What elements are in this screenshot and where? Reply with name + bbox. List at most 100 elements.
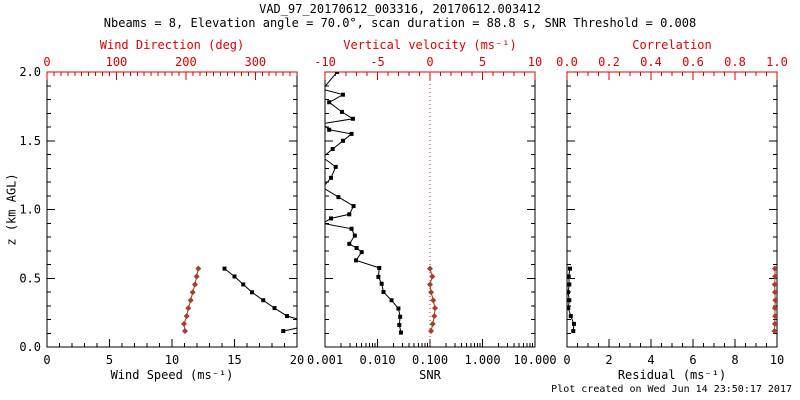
correlation-series <box>771 265 777 335</box>
snr-marker <box>381 290 386 294</box>
vertical-velocity-marker <box>428 289 435 296</box>
x-tick-label: 1.000 <box>464 353 500 367</box>
snr-marker <box>335 72 340 74</box>
wind-speed-marker <box>232 274 237 279</box>
top-tick-label: 10 <box>528 55 542 69</box>
vertical-velocity-series <box>427 265 439 335</box>
correlation-marker <box>771 305 777 312</box>
wind-speed-series <box>222 266 318 334</box>
x-tick-label: 10.000 <box>513 353 556 367</box>
correlation-marker <box>772 313 777 320</box>
snr-marker <box>336 195 341 200</box>
snr-marker <box>350 116 355 121</box>
plot-created-timestamp: Plot created on Wed Jun 14 23:50:17 2017 <box>551 384 792 395</box>
plot-frame <box>566 71 778 348</box>
snr-marker <box>389 298 394 303</box>
snr-marker <box>351 204 356 209</box>
x-tick-label: 4 <box>647 353 654 367</box>
snr-marker <box>354 258 359 263</box>
vertical-velocity-marker <box>432 305 439 312</box>
snr-marker <box>347 212 352 217</box>
y-tick-label: 1.0 <box>19 203 41 217</box>
top-tick-label: -10 <box>314 55 336 69</box>
residual-marker <box>567 266 572 271</box>
x-tick-label: 0 <box>43 353 50 367</box>
snr-marker <box>339 109 344 114</box>
snr-marker <box>376 274 381 279</box>
correlation-marker <box>772 297 777 304</box>
snr-marker <box>330 147 335 151</box>
axis-title-wind-speed: Wind Speed (ms⁻¹) <box>110 368 234 382</box>
top-tick-label: 200 <box>175 55 197 69</box>
plot-title: VAD_97_20170612_003316, 20170612.003412 <box>259 2 541 16</box>
snr-marker <box>398 314 403 319</box>
residual-marker <box>568 314 573 319</box>
axis-title-height: z (km AGL) <box>4 173 19 246</box>
wind-direction-marker <box>191 281 198 288</box>
top-tick-label: 0.2 <box>598 55 620 69</box>
wind-direction-series <box>181 265 202 335</box>
vertical-velocity-marker <box>430 297 437 304</box>
snr-marker <box>321 87 325 91</box>
top-tick-label: 0.6 <box>682 55 704 69</box>
wind-speed-marker <box>261 298 266 303</box>
axis-title-vertical-velocity: Vertical velocity (ms⁻¹) <box>343 38 517 52</box>
axis-title-residual: Residual (ms⁻¹) <box>617 368 727 382</box>
residual-marker <box>571 329 576 334</box>
snr-marker <box>321 186 325 190</box>
snr-marker <box>379 281 384 286</box>
y-tick-label: 0.5 <box>19 271 41 285</box>
wind-direction-marker <box>187 297 194 304</box>
y-tick-label: 2.0 <box>19 65 41 79</box>
snr-marker <box>349 131 354 136</box>
top-tick-label: 5 <box>479 55 486 69</box>
wind-direction-marker <box>189 289 196 296</box>
wind-direction-marker <box>181 328 188 335</box>
top-tick-label: 100 <box>106 55 128 69</box>
x-tick-label: 6 <box>689 353 696 367</box>
residual-marker <box>567 306 571 311</box>
correlation-marker <box>771 289 777 296</box>
snr-marker <box>396 306 401 311</box>
snr-marker <box>321 221 325 225</box>
wind-speed-marker <box>250 290 254 295</box>
snr-marker <box>347 241 352 246</box>
x-tick-label: 2 <box>605 353 612 367</box>
vertical-velocity-marker <box>429 320 436 327</box>
top-tick-label: 0 <box>43 55 50 69</box>
axis-title-snr: SNR <box>419 368 441 382</box>
x-tick-label: 0.010 <box>359 353 395 367</box>
snr-marker <box>349 226 354 231</box>
snr-marker <box>327 127 332 132</box>
panel-wind: 0.00.51.01.52.00 5 10 15 200 100 200 300 <box>19 55 318 367</box>
vertical-velocity-marker <box>427 265 433 272</box>
top-tick-label: 0.8 <box>724 55 746 69</box>
snr-marker <box>340 92 345 97</box>
x-tick-label: 20 <box>290 353 304 367</box>
snr-marker <box>321 155 325 159</box>
vertical-velocity-marker <box>429 273 436 280</box>
wind-speed-marker <box>285 314 289 319</box>
residual-marker <box>567 298 572 303</box>
top-tick-label: 0 <box>426 55 433 69</box>
panel-snr: 0.001 0.010 0.100 1.000 10.000 -10 -5 0 5 10 <box>307 55 557 367</box>
correlation-marker <box>771 265 777 272</box>
wind-speed-marker <box>314 322 318 326</box>
top-tick-label: 300 <box>244 55 266 69</box>
plot-frame <box>324 71 536 348</box>
snr-marker <box>377 265 382 270</box>
snr-marker <box>333 164 338 169</box>
axis-title-wind-direction: Wind Direction (deg) <box>99 38 245 52</box>
snr-line <box>325 72 402 333</box>
correlation-marker <box>771 320 777 327</box>
top-tick-label: 1.0 <box>766 55 788 69</box>
snr-marker <box>359 250 364 255</box>
x-tick-label: 5 <box>106 353 113 367</box>
x-tick-label: 15 <box>227 353 241 367</box>
wind-speed-marker <box>281 329 286 334</box>
correlation-marker <box>771 328 777 335</box>
residual-series <box>567 266 576 334</box>
x-tick-label: 8 <box>731 353 738 367</box>
